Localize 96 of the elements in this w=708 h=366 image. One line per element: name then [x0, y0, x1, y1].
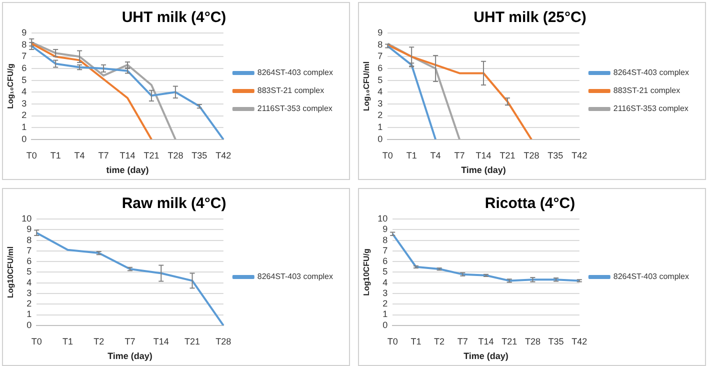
legend-label: 8264ST-403 complex	[257, 272, 334, 282]
x-tick-label: T0	[26, 150, 37, 160]
y-tick-label: 8	[26, 234, 32, 245]
legend-label: 883ST-21 complex	[257, 86, 324, 96]
y-tick-label: 5	[22, 74, 27, 85]
y-tick-label: 8	[382, 234, 388, 245]
y-tick-label: 10	[378, 213, 388, 224]
y-tick-label: 0	[26, 320, 32, 330]
x-axis-title: Time (day)	[461, 165, 506, 176]
y-tick-label: 2	[22, 110, 27, 120]
x-tick-label: T21	[144, 150, 160, 160]
y-tick-label: 0	[382, 320, 388, 330]
y-tick-label: 3	[378, 98, 383, 108]
x-tick-label: T28	[168, 150, 184, 160]
x-tick-label: T1	[406, 150, 417, 160]
y-axis-title: Log10CFU/ml	[6, 246, 16, 298]
x-tick-label: T7	[98, 150, 109, 160]
legend-label: 2116ST-353 complex	[613, 104, 688, 114]
y-axis-title: Log₁₀CFU/g	[6, 64, 16, 109]
y-tick-label: 2	[378, 110, 383, 120]
x-tick-label: T1	[50, 150, 61, 160]
x-tick-label: T42	[572, 336, 588, 346]
y-tick-label: 0	[378, 134, 383, 144]
y-tick-label: 6	[26, 256, 32, 266]
x-tick-label: T0	[31, 336, 42, 346]
chart-title: Raw milk (4°C)	[122, 195, 226, 212]
x-tick-label: T21	[184, 336, 200, 346]
y-tick-label: 1	[382, 309, 388, 320]
y-tick-label: 6	[22, 62, 27, 73]
y-tick-label: 3	[22, 98, 27, 108]
x-tick-label: T2	[434, 336, 445, 346]
y-tick-label: 9	[22, 27, 27, 38]
y-tick-label: 4	[378, 86, 383, 97]
y-tick-label: 2	[382, 298, 388, 309]
legend-label: 8264ST-403 complex	[257, 68, 334, 78]
x-tick-label: T35	[548, 336, 564, 346]
y-axis-title: Log₁₀CFU/ml	[362, 61, 372, 111]
y-tick-label: 5	[378, 74, 383, 85]
y-tick-label: 7	[26, 245, 32, 256]
x-tick-label: T14	[478, 336, 494, 346]
legend-label: 883ST-21 complex	[613, 86, 680, 96]
x-tick-label: T42	[216, 150, 232, 160]
x-axis-title: Time (day)	[464, 351, 508, 362]
y-tick-label: 7	[382, 245, 388, 256]
y-tick-label: 6	[382, 256, 388, 266]
x-tick-label: T4	[74, 150, 85, 160]
x-tick-label: T7	[124, 336, 136, 346]
y-tick-label: 10	[22, 213, 32, 224]
chart-title: UHT milk (25°C)	[474, 9, 586, 26]
x-tick-label: T7	[454, 150, 465, 160]
x-tick-label: T21	[502, 336, 518, 346]
y-axis-title: Log10CFU/g	[362, 248, 372, 296]
x-tick-label: T14	[120, 150, 136, 160]
y-tick-label: 5	[382, 266, 388, 277]
x-tick-label: T7	[457, 336, 468, 346]
x-tick-label: T28	[524, 150, 540, 160]
x-tick-label: T0	[382, 150, 393, 160]
x-tick-label: T4	[430, 150, 441, 160]
x-axis-title: time (day)	[106, 165, 149, 176]
y-tick-label: 1	[26, 309, 32, 320]
x-tick-label: T1	[410, 336, 422, 346]
y-tick-label: 7	[378, 51, 383, 62]
y-tick-label: 3	[382, 288, 388, 298]
x-tick-label: T35	[548, 150, 564, 160]
y-tick-label: 4	[382, 277, 388, 288]
x-tick-label: T0	[387, 336, 398, 346]
x-tick-label: T42	[572, 150, 588, 160]
x-tick-label: T28	[216, 336, 232, 346]
chart-title: UHT milk (4°C)	[122, 9, 226, 26]
legend-label: 8264ST-403 complex	[613, 272, 690, 282]
x-tick-label: T35	[192, 150, 208, 160]
legend-label: 8264ST-403 complex	[613, 68, 690, 78]
y-tick-label: 8	[378, 39, 383, 50]
x-tick-label: T28	[524, 336, 540, 346]
x-axis-title: Time (day)	[108, 351, 152, 362]
y-tick-label: 4	[26, 277, 32, 288]
y-tick-label: 6	[378, 62, 383, 73]
y-tick-label: 8	[22, 39, 27, 50]
y-tick-label: 2	[26, 298, 32, 309]
y-tick-label: 9	[26, 224, 32, 234]
y-tick-label: 3	[26, 288, 32, 298]
y-tick-label: 9	[378, 27, 383, 38]
y-tick-label: 1	[378, 122, 383, 132]
x-tick-label: T2	[94, 336, 104, 346]
y-tick-label: 7	[22, 51, 27, 62]
y-tick-label: 4	[22, 86, 27, 97]
x-tick-label: T14	[153, 336, 169, 346]
y-tick-label: 5	[26, 266, 32, 277]
x-tick-label: T1	[62, 336, 73, 346]
legend-label: 2116ST-353 complex	[257, 104, 332, 114]
y-tick-label: 0	[22, 134, 27, 144]
x-tick-label: T14	[476, 150, 492, 160]
x-tick-label: T21	[500, 150, 516, 160]
chart-title: Ricotta (4°C)	[484, 195, 576, 212]
y-tick-label: 9	[382, 224, 388, 234]
y-tick-label: 1	[22, 122, 27, 132]
